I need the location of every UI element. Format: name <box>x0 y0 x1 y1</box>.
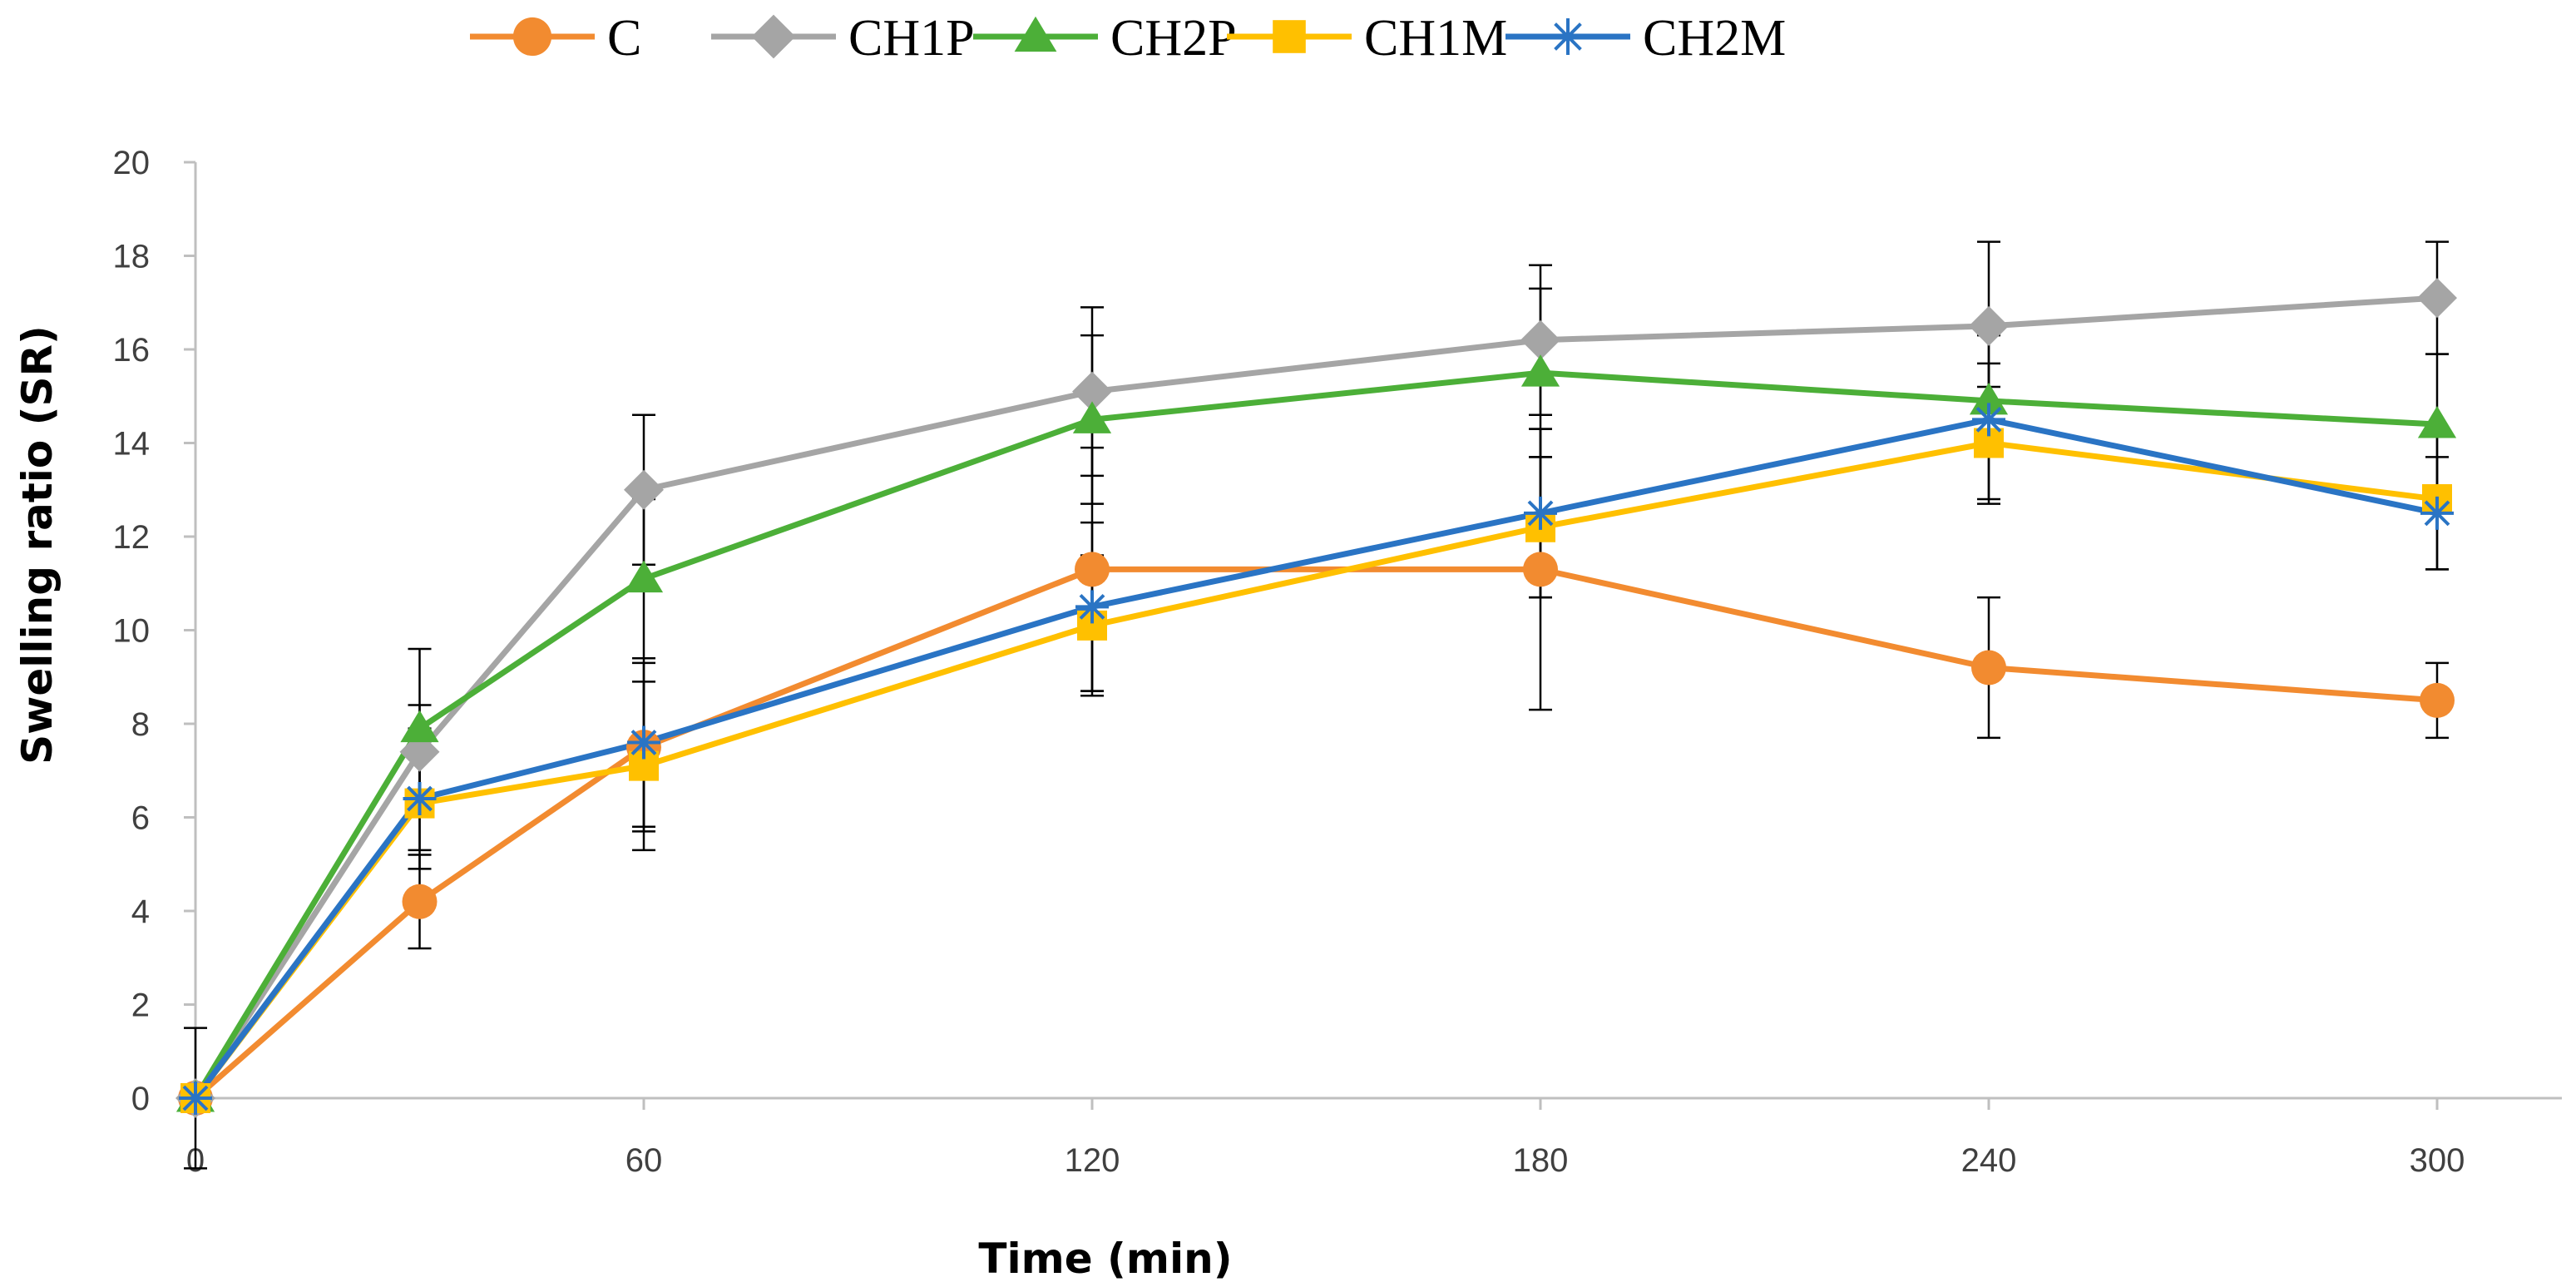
data-point-ch2m <box>403 782 437 815</box>
data-point-c <box>402 884 438 919</box>
y-tick-label: 16 <box>113 332 151 369</box>
y-tick-label: 0 <box>131 1081 150 1117</box>
data-point-ch2m <box>2420 496 2454 530</box>
y-tick-label: 6 <box>131 800 150 837</box>
y-tick-label: 8 <box>131 706 150 743</box>
legend-label-c: C <box>607 10 641 67</box>
x-tick-label: 120 <box>1065 1142 1120 1179</box>
data-point-ch2m <box>1524 496 1557 530</box>
y-tick-label: 14 <box>113 426 151 463</box>
legend: C CH1P CH2P CH1M CH2M <box>470 10 1786 67</box>
x-axis-title: Time (min) <box>978 1235 1232 1283</box>
x-tick-label: 300 <box>2410 1142 2465 1179</box>
y-tick-label: 18 <box>113 239 151 275</box>
data-point-ch1p <box>1969 305 2009 346</box>
data-point-ch2p <box>2417 406 2457 438</box>
data-point-ch1p <box>2417 278 2457 319</box>
legend-label-ch1m: CH1M <box>1364 10 1507 67</box>
data-point-ch2p <box>624 560 664 593</box>
legend-label-ch2m: CH2M <box>1643 10 1786 67</box>
legend-label-ch1p: CH1P <box>848 10 975 67</box>
y-axis-title: Swelling ratio (SR) <box>13 325 62 765</box>
data-point-c <box>1075 552 1110 587</box>
data-point-c <box>1523 552 1558 587</box>
y-tick-label: 2 <box>131 988 150 1024</box>
legend-marker-c <box>512 17 552 57</box>
legend-marker-ch2m <box>1550 18 1586 55</box>
data-point-ch2m <box>179 1082 212 1115</box>
data-point-ch2m <box>627 725 660 760</box>
y-tick-label: 4 <box>131 893 150 930</box>
y-tick-label: 10 <box>113 613 151 650</box>
data-point-ch2m <box>1972 403 2005 437</box>
data-point-ch2p <box>1520 354 1560 387</box>
data-point-ch2p <box>1072 401 1112 433</box>
data-point-ch2m <box>1075 590 1109 624</box>
legend-label-ch2p: CH2P <box>1110 10 1237 67</box>
x-tick-label: 240 <box>1961 1142 2017 1179</box>
legend-marker-ch1m <box>1273 20 1306 53</box>
data-point-ch2p <box>1969 382 2009 415</box>
x-tick-label: 60 <box>625 1142 663 1179</box>
legend-marker-ch2p <box>1014 16 1057 52</box>
legend-marker-ch1p <box>751 14 796 59</box>
data-point-c <box>1971 650 2006 686</box>
data-point-c <box>2420 682 2455 718</box>
data-point-ch1p <box>624 469 664 510</box>
data-point-ch2p <box>400 710 439 743</box>
data-point-ch1p <box>1072 371 1112 412</box>
series-markers <box>176 278 2457 1118</box>
y-tick-label: 12 <box>113 519 151 556</box>
data-point-ch1p <box>1520 319 1560 360</box>
x-tick-label: 180 <box>1513 1142 1569 1179</box>
y-tick-label: 20 <box>113 145 151 181</box>
